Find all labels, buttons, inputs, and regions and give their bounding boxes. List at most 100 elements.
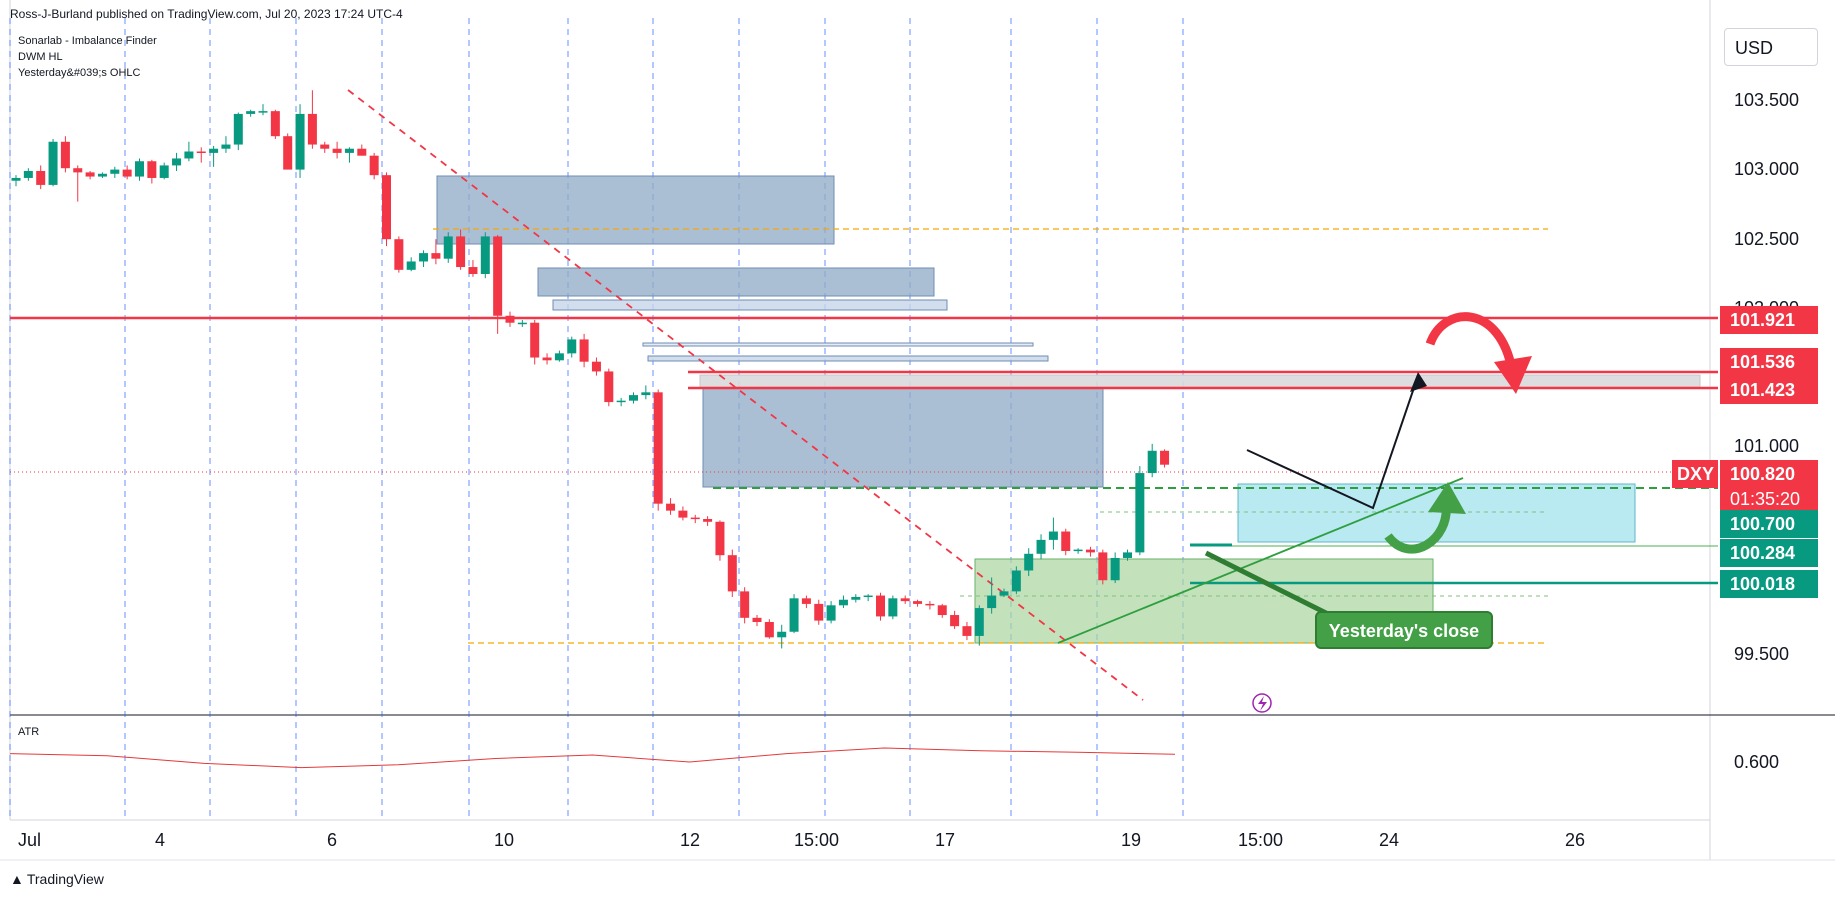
candle-body [950,615,960,627]
symbol-tag: DXY [1672,460,1718,488]
atr-tick: 0.600 [1734,752,1780,772]
imbalance-zones [436,175,1701,644]
candle-body [419,253,429,262]
green-turn-arrowhead [1428,482,1466,514]
resistance-band [699,374,1701,388]
time-tick-6: 6 [327,830,338,850]
time-tick-17: 17 [935,830,956,850]
candle-body [295,113,305,170]
candle-body [764,622,774,638]
yesterdays-close-callout[interactable]: Yesterday's close [1315,611,1493,649]
time-tick-4: 4 [155,830,166,850]
red-turn-arrowhead [1494,356,1532,394]
candle-body [344,148,354,153]
callout-pointer [1204,550,1332,618]
countdown-tag: 01:35:20 [1720,488,1818,512]
green-turn-arrow [1384,503,1451,554]
atr-label[interactable]: ATR [18,726,40,738]
candle-body [1024,553,1034,571]
fvg-zone-6 [702,387,1104,488]
candle-body [60,141,70,169]
atr-line [9,747,1176,769]
candle-body [258,111,268,113]
fvg-zone-3 [552,299,948,311]
ascending-support-line [1057,477,1464,644]
candle-body [1098,552,1108,581]
indicator-label-1[interactable]: Sonarlab - Imbalance Finder [18,35,157,47]
candle-body [777,631,787,638]
price-tick-99500: 99.500 [1734,644,1790,664]
candle-body [740,591,750,618]
candle-body [505,315,515,323]
candle-body [703,518,713,522]
candle-body [122,169,132,177]
candle-body [443,236,453,259]
candle-body [1048,531,1058,540]
candle-body [369,155,379,176]
candle-body [999,591,1009,596]
candle-body [382,175,391,240]
candle-body [629,395,638,401]
candle-body [789,598,799,632]
drawn-levels [10,89,1718,701]
candle-body [468,267,478,274]
candle-body [517,322,527,325]
candle-body [357,148,367,156]
candle-body [1036,539,1046,554]
candle-body [36,170,46,185]
time-tick-24: 24 [1379,830,1400,850]
candle-body [431,253,441,259]
time-tick-1500-a: 15:00 [794,830,840,850]
candle-body [863,595,873,598]
candle-body [826,605,836,621]
candle-body [925,603,935,606]
downtrend-line [347,89,1144,701]
level-tag-101423: 101.423 [1720,376,1818,404]
candle-body [900,598,910,602]
candle-body [48,141,58,185]
candle-body [394,239,404,270]
fvg-zone-2 [537,267,935,297]
candle-body [554,353,564,361]
candle-body [591,361,601,372]
candle-body [752,617,762,622]
candle-body [1110,557,1120,581]
candle-body [283,136,293,170]
time-tick-19: 19 [1121,830,1142,850]
candle-body [987,595,997,609]
candle-body [542,357,552,361]
candle-body [456,236,466,268]
price-tick-102500: 102.500 [1734,229,1800,249]
candle-body [110,169,120,174]
indicator-label-3[interactable]: Yesterday&#039;s OHLC [18,67,141,79]
price-tick-102000: 102.000 [1734,298,1799,307]
candle-body [320,144,330,149]
candle-body [209,148,219,153]
candlestick-series [11,90,1170,649]
candle-body [851,596,861,600]
tradingview-brand[interactable]: ▲ TradingView [10,871,104,887]
candle-body [1085,549,1095,553]
fvg-zone-4 [642,342,1034,347]
price-tick-103000: 103.000 [1734,159,1800,179]
candle-body [97,173,107,177]
candle-body [913,601,923,604]
candle-body [888,598,898,617]
candle-body [1123,552,1132,558]
candle-body [172,158,182,166]
fvg-zone-5 [647,355,1049,362]
candle-body [962,626,972,636]
candle-body [480,236,490,274]
candle-body [11,177,21,181]
candle-body [1011,570,1021,592]
indicator-label-2[interactable]: DWM HL [18,51,63,63]
candle-body [666,503,676,511]
projection-arrowhead [1410,372,1427,392]
candle-body [937,605,947,616]
candle-body [579,339,589,362]
candle-body [530,322,540,358]
currency-selector[interactable]: USD [1724,28,1818,66]
level-tag-100284: 100.284 [1720,539,1818,567]
candle-body [147,161,157,178]
